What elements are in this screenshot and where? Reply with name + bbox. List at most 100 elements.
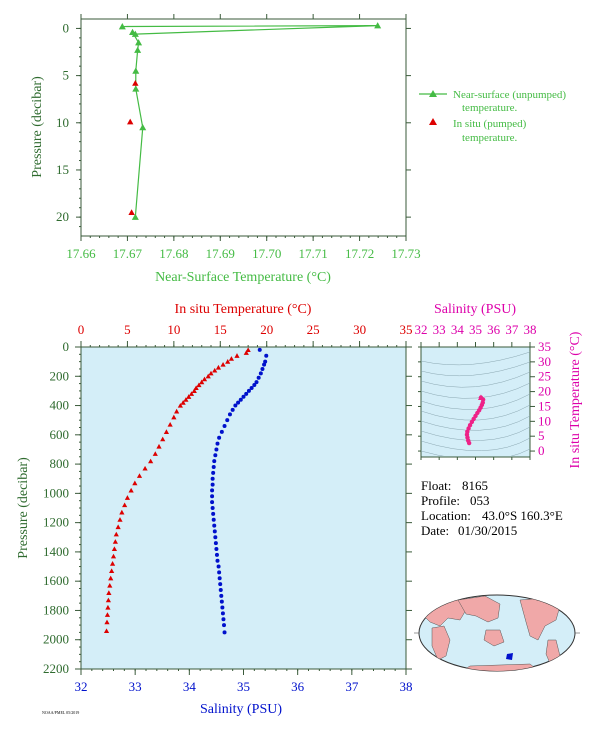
- salinity-axis-tick-label: 32: [75, 679, 88, 694]
- profile-label: Profile:: [421, 493, 460, 508]
- bottom-salinity-axis-label: Salinity (PSU): [200, 702, 282, 717]
- date-value: 01/30/2015: [458, 523, 517, 538]
- salinity-profile-point: [227, 412, 232, 417]
- in-situ-temperature-point: [132, 79, 139, 86]
- main-series-group: [103, 347, 269, 635]
- pressure-axis-tick-label: 1600: [43, 573, 69, 588]
- date-label: Date:: [421, 523, 449, 538]
- float-location-marker: [506, 653, 513, 660]
- salinity-profile-point: [210, 488, 215, 493]
- near-surface-temperature-point: [135, 39, 143, 46]
- temperature-profile-point: [160, 436, 166, 442]
- temperature-profile-point: [212, 367, 218, 373]
- temperature-profile-point: [243, 350, 249, 355]
- temperature-profile-point: [167, 421, 173, 427]
- ts-y-tick-label: 5: [538, 428, 545, 443]
- salinity-profile-point: [220, 611, 225, 616]
- temperature-profile-point: [107, 582, 113, 588]
- salinity-profile-point: [241, 394, 246, 399]
- salinity-profile-point: [252, 383, 257, 388]
- pressure-axis-tick-label: 400: [50, 398, 70, 413]
- temperature-profile-point: [108, 575, 114, 581]
- legend: Near-surface (unpumped) temperature. In …: [419, 89, 566, 144]
- pressure-axis-tick-label: 1200: [43, 515, 69, 530]
- ts-x-tick-label: 33: [433, 322, 446, 337]
- temperature-profile-point: [234, 353, 240, 358]
- salinity-profile-point: [264, 353, 269, 358]
- top-y-tick-label: 0: [63, 20, 70, 35]
- near-surface-temperature-point: [118, 23, 126, 30]
- top-x-axis-label: Near-Surface Temperature (°C): [155, 270, 331, 285]
- top-y-tick-label: 15: [56, 162, 69, 177]
- ts-x-tick-label: 35: [469, 322, 482, 337]
- salinity-profile-point: [249, 385, 254, 390]
- top-x-tick-label: 17.68: [159, 246, 188, 261]
- temperature-axis-tick-label: 15: [214, 322, 227, 337]
- temperature-profile-point: [103, 628, 110, 634]
- temperature-profile-point: [105, 604, 111, 610]
- salinity-profile-point: [233, 403, 238, 408]
- ts-x-tick-label: 32: [415, 322, 428, 337]
- temperature-profile-point: [112, 539, 118, 544]
- salinity-profile-point: [211, 465, 216, 470]
- temperature-profile-point: [136, 473, 143, 478]
- salinity-profile-point: [236, 400, 241, 405]
- near-surface-temperature-point: [139, 124, 147, 131]
- salinity-profile-point: [215, 558, 220, 563]
- salinity-profile-point: [210, 494, 215, 499]
- temperature-profile-point: [201, 376, 208, 382]
- salinity-profile-point: [213, 453, 218, 458]
- temperature-profile-point: [174, 408, 180, 414]
- temperature-profile-point: [109, 561, 116, 566]
- pressure-axis-tick-label: 1800: [43, 602, 69, 617]
- salinity-profile-point: [213, 541, 218, 546]
- temperature-axis-tick-label: 5: [124, 322, 131, 337]
- footer-credit: NOAA/PMEL 05/2019: [42, 710, 79, 715]
- temperature-axis-tick-label: 10: [167, 322, 180, 337]
- temperature-profile-point: [119, 509, 125, 515]
- salinity-profile-point: [213, 535, 218, 540]
- salinity-profile-point: [257, 347, 262, 352]
- salinity-profile-point: [246, 388, 251, 393]
- legend-near-surface-line1: Near-surface (unpumped): [453, 89, 566, 101]
- profile-value: 053: [470, 493, 490, 508]
- profile-chart: 0 5 10 15 20 25 30 35 32 33 34 35 36 37 38 0 200 400 600 80…: [16, 302, 413, 717]
- salinity-profile-point: [219, 429, 224, 434]
- salinity-profile-point: [220, 605, 225, 610]
- salinity-profile-point: [260, 366, 265, 371]
- top-series-group: [118, 22, 382, 220]
- ts-y-tick-label: 35: [538, 339, 551, 354]
- main-y-axis-label: Pressure (decibar): [16, 457, 31, 559]
- temperature-profile-point: [171, 414, 177, 420]
- pressure-axis-tick-label: 200: [50, 368, 70, 383]
- in-situ-temperature-point: [127, 118, 134, 125]
- temperature-profile-point: [193, 385, 199, 391]
- temperature-profile-point: [117, 517, 123, 522]
- temperature-profile-point: [128, 487, 134, 493]
- temperature-profile-point: [199, 379, 205, 385]
- salinity-profile-point: [258, 371, 263, 376]
- ts-y-tick-label: 10: [538, 413, 551, 428]
- temperature-profile-point: [191, 388, 197, 393]
- salinity-profile-point: [217, 570, 222, 575]
- location-label: Location:: [421, 508, 471, 523]
- salinity-profile-point: [211, 517, 216, 522]
- top-x-tick-label: 17.72: [345, 246, 374, 261]
- near-surface-temperature-point: [129, 28, 137, 36]
- top-y-tick-label: 10: [56, 115, 69, 130]
- float-value: 8165: [462, 478, 488, 493]
- salinity-profile-point: [216, 564, 221, 569]
- temperature-profile-point: [156, 443, 162, 449]
- salinity-axis-tick-label: 38: [400, 679, 413, 694]
- ts-y-tick-label: 0: [538, 443, 545, 458]
- near-surface-temperature-line: [122, 25, 378, 218]
- salinity-profile-point: [212, 459, 217, 464]
- pressure-axis-tick-label: 1000: [43, 485, 69, 500]
- near-surface-temperature-point: [134, 46, 142, 53]
- temperature-profile-point: [163, 429, 170, 434]
- density-contours: [421, 351, 530, 456]
- salinity-profile-point: [210, 506, 215, 510]
- temperature-profile-point: [208, 370, 214, 376]
